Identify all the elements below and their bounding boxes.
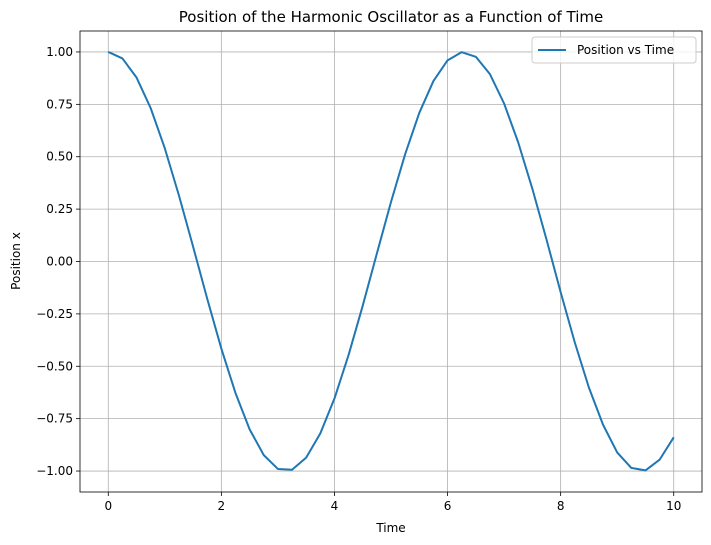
legend: Position vs Time xyxy=(531,36,697,64)
x-tick-label: 8 xyxy=(557,499,565,513)
series-layer xyxy=(107,51,675,472)
x-axis-label: Time xyxy=(375,521,405,535)
y-tick-label: −0.50 xyxy=(36,359,73,373)
y-tick-label: 0.75 xyxy=(46,97,73,111)
y-tick-label: −0.25 xyxy=(36,307,73,321)
y-tick-label: 0.25 xyxy=(46,202,73,216)
grid-lines xyxy=(80,31,702,492)
x-tick-label: 4 xyxy=(331,499,339,513)
y-tick-label: 1.00 xyxy=(46,45,73,59)
y-tick-label: 0.00 xyxy=(46,255,73,269)
y-tick-label: −1.00 xyxy=(36,464,73,478)
legend-box xyxy=(531,36,697,64)
legend-label: Position vs Time xyxy=(577,43,674,57)
series-line-position xyxy=(107,51,675,472)
axis-ticks: 0 2 4 6 8 10 1.00 0.75 0.50 0.25 0.00 −0.25 −0.50 −0.… xyxy=(36,45,681,513)
chart-title: Position of the Harmonic Oscillator as a… xyxy=(179,8,603,26)
x-tick-label: 10 xyxy=(666,499,681,513)
x-tick-label: 2 xyxy=(218,499,226,513)
y-axis-label: Position x xyxy=(9,232,23,290)
y-tick-label: −0.75 xyxy=(36,412,73,426)
x-tick-label: 6 xyxy=(444,499,452,513)
x-tick-label: 0 xyxy=(104,499,112,513)
y-tick-label: 0.50 xyxy=(46,150,73,164)
